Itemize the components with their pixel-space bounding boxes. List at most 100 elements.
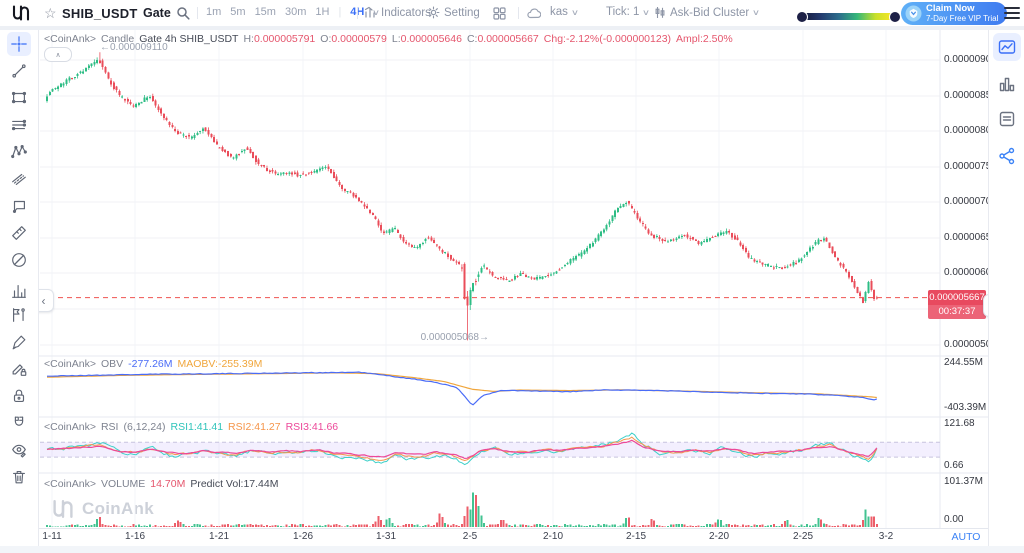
volume-legend: <CoinAnk> VOLUME 14.70M Predict Vol:17.4…	[44, 478, 279, 490]
visibility-tool[interactable]	[7, 438, 31, 462]
trash-tool[interactable]	[7, 465, 31, 489]
obv-value: -277.26M	[128, 358, 173, 370]
coinank-logo-watermark	[53, 500, 73, 518]
symbol-name[interactable]: SHIB_USDT	[62, 6, 138, 21]
time-axis-label: 2-15	[625, 531, 646, 542]
obv-axis-max: 244.55M	[944, 357, 983, 368]
timeframe-1m[interactable]: 1m	[206, 6, 222, 18]
rsi-name: RSI	[100, 421, 119, 433]
rsi2-value: RSI2:41.27	[228, 421, 281, 433]
horizontal-lines-tool[interactable]	[7, 113, 31, 137]
heatmap-gradient-slider[interactable]	[802, 13, 894, 20]
gradient-handle-right[interactable]	[889, 11, 901, 23]
price-axis-label: 0.000007500	[944, 161, 1003, 172]
measure-disabled-tool[interactable]	[7, 248, 31, 272]
menu-icon[interactable]	[1004, 7, 1020, 22]
trendline-tool[interactable]	[7, 59, 31, 83]
askbid-cluster-select[interactable]: Ask-Bid Cluster ∨	[654, 6, 760, 19]
callout-tool[interactable]	[7, 194, 31, 218]
legend-kind: Candle	[100, 33, 135, 45]
cluster-candles-icon	[655, 7, 665, 18]
rectangle-tool[interactable]	[7, 86, 31, 110]
ruler-tool[interactable]	[7, 221, 31, 245]
price-axis-label: 0.000008500	[944, 90, 1003, 101]
obv-axis-min: -403.39M	[944, 402, 987, 413]
rsi3-value: RSI3:41.66	[285, 421, 339, 433]
price-axis-label: 0.000006500	[944, 232, 1003, 243]
gradient-handle-left[interactable]	[796, 11, 808, 23]
coin-select[interactable]: kas ∨	[550, 6, 579, 18]
time-axis[interactable]	[38, 528, 988, 547]
exchange-name[interactable]: Gate	[143, 6, 171, 20]
high-price-annotation: ←0.000009110	[100, 42, 168, 53]
xabcd-pattern-tool[interactable]	[7, 140, 31, 164]
vip-badge-icon	[905, 5, 922, 22]
predict-volume: Predict Vol:17.44M	[190, 478, 279, 490]
tick-select[interactable]: Tick: 1 ∨	[606, 6, 650, 18]
share-icon[interactable]	[993, 142, 1021, 170]
timeframe-separator: |	[338, 6, 342, 18]
histogram-tool[interactable]	[7, 279, 31, 303]
watermark: CoinAnk	[50, 497, 154, 521]
ohlc-open: 0.00000579	[331, 33, 387, 45]
timeframe-1H[interactable]: 1H	[315, 6, 330, 18]
ohlc-high: 0.000005791	[253, 33, 316, 45]
current-price-value: 0.000005667	[928, 290, 986, 305]
chart-view-button[interactable]	[993, 33, 1021, 61]
time-axis-label: 1-21	[208, 531, 229, 542]
timeframe-15m[interactable]: 15m	[254, 6, 276, 18]
claim-line2: 7-Day Free VIP Trial	[926, 14, 999, 23]
timeframe-30m[interactable]: 30m	[284, 6, 307, 18]
brush-tool[interactable]	[7, 330, 31, 354]
footer-strip	[0, 546, 1024, 553]
ohlc-close: 0.000005667	[477, 33, 539, 45]
claim-vip-button[interactable]: Claim Now 7-Day Free VIP Trial	[901, 2, 1008, 25]
edit-lock-tool[interactable]	[7, 357, 31, 381]
depth-view-button[interactable]	[993, 70, 1021, 98]
time-axis-label: 1-16	[124, 531, 145, 542]
gear-icon	[427, 6, 440, 19]
layout-grid-icon[interactable]	[493, 7, 506, 20]
auto-scale-button[interactable]: AUTO	[951, 531, 981, 543]
price-axis-label: 0.000008000	[944, 125, 1003, 136]
rsi-legend: <CoinAnk> RSI (6,12,24) RSI1:41.41 RSI2:…	[44, 421, 339, 433]
rsi-params: (6,12,24)	[123, 421, 166, 433]
orderlist-view-button[interactable]	[993, 105, 1021, 133]
right-sidebar	[988, 30, 1024, 546]
time-axis-label: 2-10	[542, 531, 563, 542]
time-axis-label: 3-2	[878, 531, 894, 542]
favorite-star-icon[interactable]: ☆	[44, 5, 57, 21]
setting-button[interactable]: Setting	[427, 6, 480, 19]
lock-tool[interactable]	[7, 384, 31, 408]
search-icon[interactable]	[176, 6, 190, 20]
divider	[518, 7, 519, 19]
timeframe-5m[interactable]: 5m	[230, 6, 246, 18]
obv-legend: <CoinAnk> OBV -277.26M MAOBV:-255.39M	[44, 358, 263, 370]
time-axis-label: 2-20	[708, 531, 729, 542]
flag-pin-tool[interactable]	[7, 303, 31, 327]
setting-label: Setting	[444, 6, 480, 19]
divider	[357, 7, 358, 19]
claim-line1: Claim Now	[926, 3, 975, 14]
indicators-icon	[364, 6, 375, 18]
cloud-icon[interactable]	[527, 7, 541, 19]
parallel-channel-tool[interactable]	[7, 167, 31, 191]
low-price-annotation: 0.000005068→	[420, 332, 489, 343]
time-axis-label: 2-5	[462, 531, 478, 542]
candle-legend: <CoinAnk> Candle Gate 4h SHIB_USDT H:0.0…	[44, 33, 733, 45]
magnet-tool[interactable]	[7, 411, 31, 435]
collapse-legend-button[interactable]: ∧	[44, 47, 72, 62]
price-axis-label: 0.000006000	[944, 267, 1003, 278]
volume-value: 14.70M	[150, 478, 186, 490]
obv-name: OBV	[100, 358, 124, 370]
ohlc-change: Chg:-2.12%(-0.000000123)	[543, 33, 672, 45]
ohlc-amplitude: Ampl:2.50%	[676, 33, 733, 45]
volume-axis-min: 0.00	[944, 514, 964, 525]
maobv-value: MAOBV:-255.39M	[177, 358, 263, 370]
price-axis-label: 0.000007000	[944, 196, 1003, 207]
crosshair-tool[interactable]	[7, 32, 31, 56]
current-price-tag: 0.000005667 00:37:37	[928, 290, 986, 319]
coinank-logo-icon[interactable]	[9, 3, 33, 23]
indicators-button[interactable]: Indicators	[364, 6, 431, 19]
